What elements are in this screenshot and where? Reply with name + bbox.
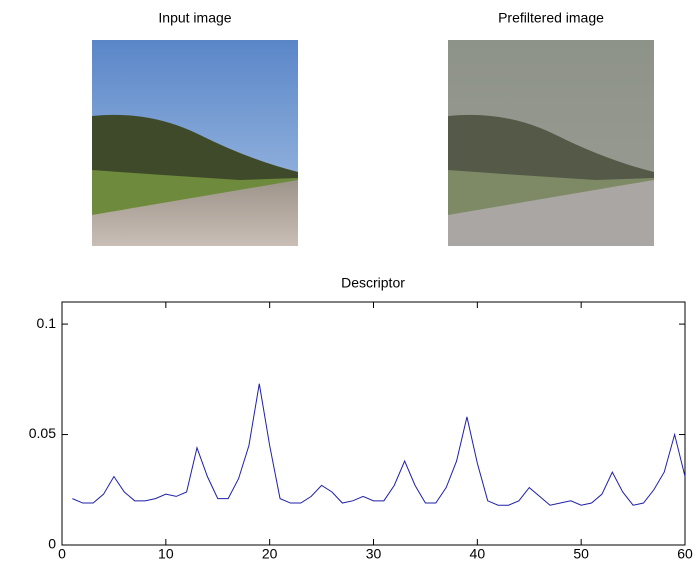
image-title: Input image — [158, 10, 231, 26]
image-title: Prefiltered image — [498, 10, 604, 26]
line — [72, 383, 686, 506]
input-image — [92, 40, 298, 246]
chart-title: Descriptor — [341, 275, 405, 291]
x-tick-label: 20 — [262, 546, 278, 562]
y-tick-label: 0.1 — [37, 315, 57, 331]
x-tick-label: 10 — [158, 546, 174, 562]
y-tick-label: 0.05 — [29, 425, 56, 441]
x-tick-label: 50 — [573, 546, 589, 562]
prefiltered-image — [448, 40, 654, 246]
x-tick-label: 60 — [677, 546, 693, 562]
x-tick-label: 0 — [58, 546, 66, 562]
y-tick-label: 0 — [48, 536, 56, 552]
x-tick-label: 30 — [366, 546, 382, 562]
axes-box — [61, 301, 686, 546]
x-tick-label: 40 — [470, 546, 486, 562]
